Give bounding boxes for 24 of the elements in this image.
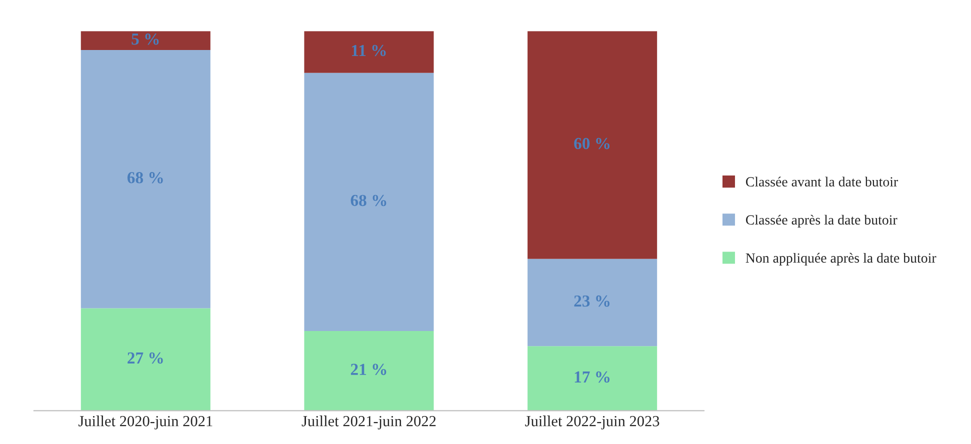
bar [80, 31, 210, 50]
data-label: 21 % [350, 364, 386, 376]
bar [80, 308, 210, 411]
data-label: 5 % [132, 33, 159, 45]
bar [304, 330, 434, 411]
bar [304, 31, 434, 73]
data-label: 27 % [128, 352, 163, 364]
bar [528, 258, 658, 346]
x-tick-label: Juillet 2022-juin 2023 [525, 416, 660, 430]
legend-label: Non appliquée après la date butoir [746, 252, 936, 266]
x-tick-label: Juillet 2020-juin 2021 [78, 416, 212, 430]
data-label: 60 % [574, 138, 610, 150]
data-label: 17 % [574, 371, 610, 383]
bar [80, 50, 210, 308]
bar [528, 31, 658, 259]
data-label: 68 % [127, 172, 163, 184]
data-label: 68 % [350, 194, 386, 206]
bar [304, 72, 434, 331]
legend-label: Classée avant la date butoir [746, 176, 898, 187]
data-label: 11 % [352, 44, 386, 56]
legend-label: Classée après la date butoir [746, 214, 898, 228]
data-label: 23 % [574, 295, 610, 307]
x-tick-label: Juillet 2021-juin 2022 [302, 416, 436, 430]
bar [528, 346, 658, 411]
